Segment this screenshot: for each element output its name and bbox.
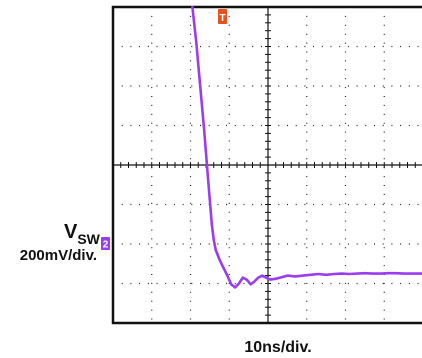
trigger-marker: T [218, 9, 227, 24]
plot-frame [111, 5, 422, 325]
channel-scale: 200mV/div. [20, 247, 97, 264]
channel-name: VSW [64, 221, 101, 247]
channel-marker-box [101, 237, 110, 250]
x-axis-label: 10ns/div. [244, 339, 311, 356]
channel-marker: 2 [101, 237, 110, 251]
vsw-trace [191, 5, 422, 289]
channel-name-subscript: SW [77, 231, 100, 247]
trigger-marker-label: T [219, 13, 225, 24]
graticule [111, 5, 422, 325]
trace-layer [191, 5, 422, 289]
trigger-marker-box [218, 9, 227, 24]
channel-marker-label: 2 [103, 240, 109, 251]
channel-name-main: V [64, 221, 78, 243]
